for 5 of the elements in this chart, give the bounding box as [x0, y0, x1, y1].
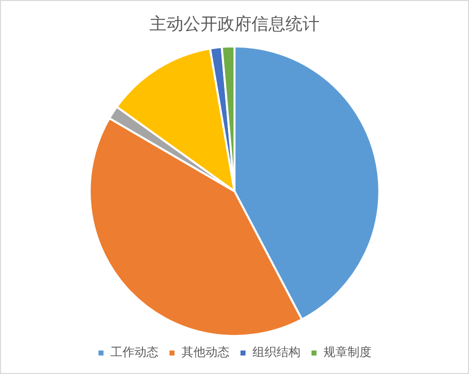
legend-label: 其他动态 — [182, 345, 230, 360]
chart-title: 主动公开政府信息统计 — [150, 14, 320, 35]
legend-label: 规章制度 — [324, 345, 372, 360]
legend-label: 工作动态 — [110, 345, 158, 360]
legend-label: 组织结构 — [252, 345, 300, 360]
